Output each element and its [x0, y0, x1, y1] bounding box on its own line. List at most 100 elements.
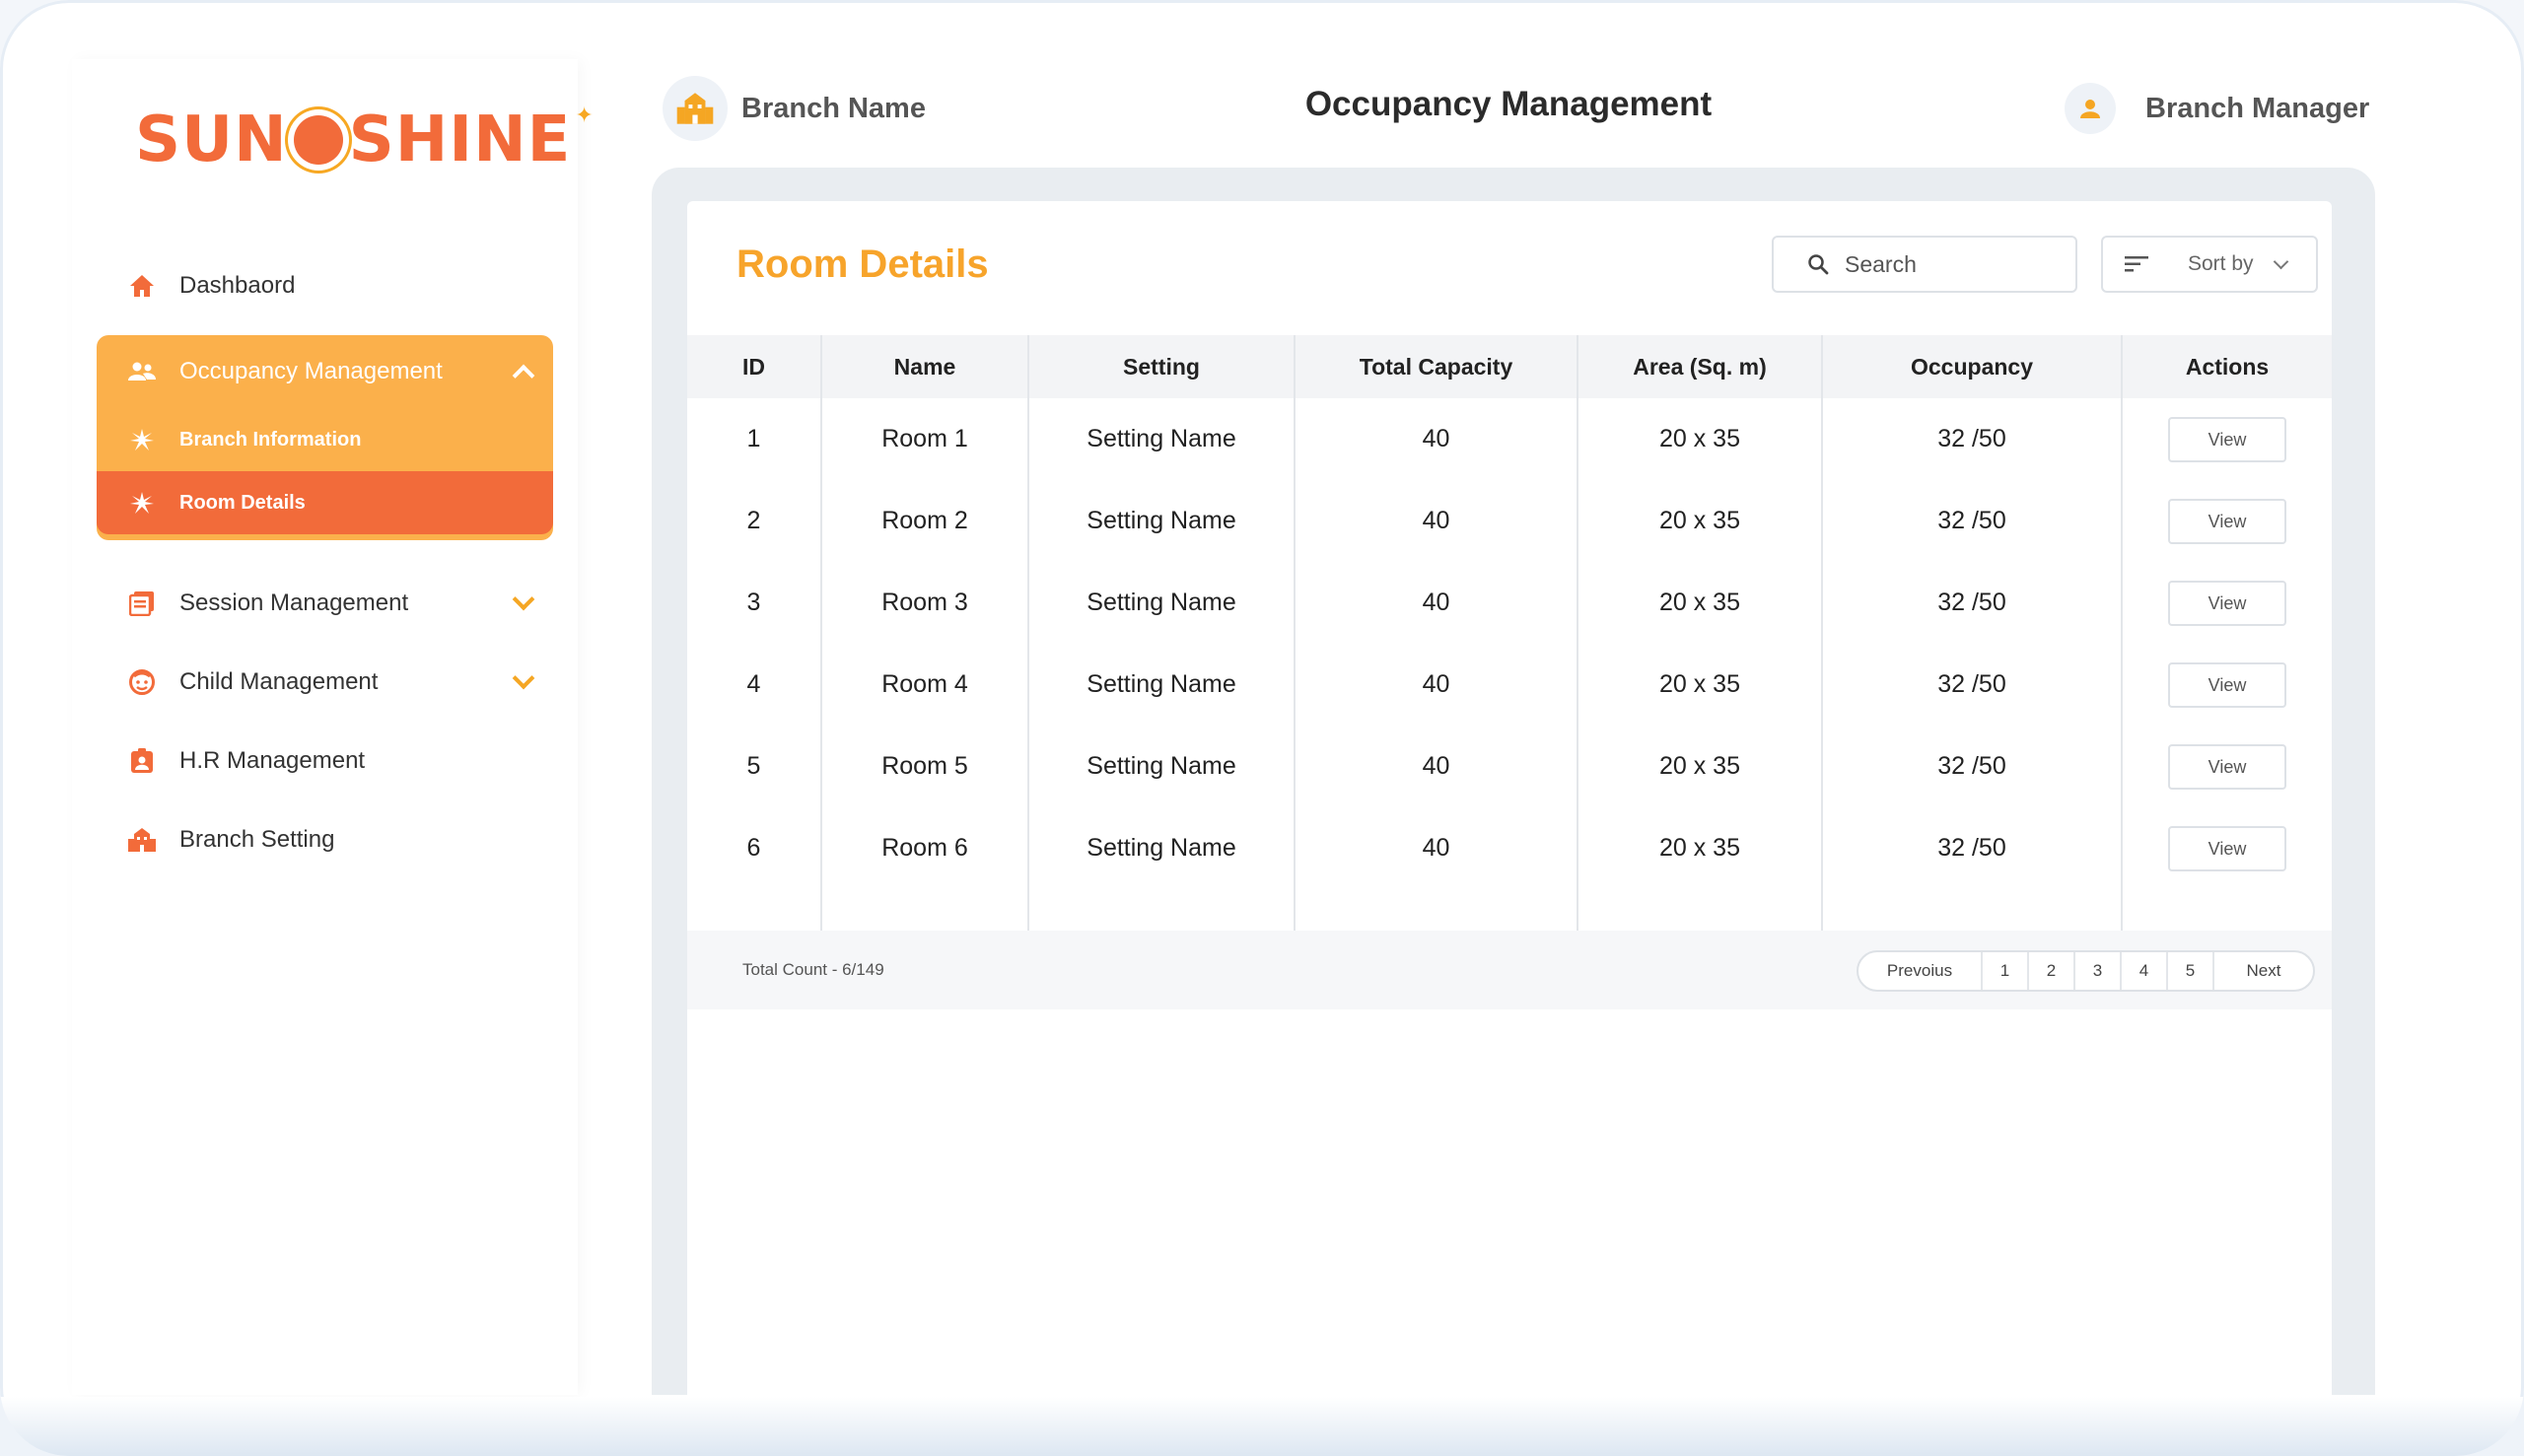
pagination-page-3[interactable]: 3: [2075, 952, 2122, 990]
sidebar-item-label: Session Management: [179, 589, 409, 616]
sidebar-item-session-management[interactable]: Session Management: [97, 564, 553, 643]
sunshine-logo: SUN SHINE ✦: [135, 104, 595, 176]
cell-capacity: 40: [1295, 562, 1578, 644]
cell-actions: View: [2122, 562, 2332, 644]
cell-capacity: 40: [1295, 807, 1578, 889]
people-icon: [128, 358, 156, 385]
cell-actions: View: [2122, 807, 2332, 889]
sidebar-subitem-room-details[interactable]: Room Details: [97, 471, 553, 534]
view-button[interactable]: View: [2168, 580, 2286, 626]
view-button[interactable]: View: [2168, 743, 2286, 790]
building-icon: [128, 826, 156, 854]
pagination-page-4[interactable]: 4: [2122, 952, 2168, 990]
sidebar-item-label: Dashbaord: [179, 272, 296, 299]
cell-area: 20 x 35: [1578, 480, 1823, 562]
cell-capacity: 40: [1295, 480, 1578, 562]
column-header-area[interactable]: Area (Sq. m): [1578, 335, 1823, 398]
total-count: Total Count - 6/149: [742, 960, 884, 979]
cell-area: 20 x 35: [1578, 644, 1823, 726]
user-role: Branch Manager: [2145, 92, 2370, 124]
user-menu[interactable]: Branch Manager: [2065, 83, 2369, 134]
logo-text-left: SUN: [135, 104, 288, 176]
sidebar-item-branch-setting[interactable]: Branch Setting: [97, 800, 553, 879]
sidebar-item-label: Occupancy Management: [179, 358, 443, 384]
cell-occupancy: 32 /50: [1822, 807, 2123, 889]
cell-capacity: 40: [1295, 644, 1578, 726]
cell-name: Room 2: [821, 480, 1029, 562]
sparkle-icon: [128, 489, 156, 517]
view-button[interactable]: View: [2168, 498, 2286, 544]
sidebar-item-hr-management[interactable]: H.R Management: [97, 722, 553, 800]
table-header-row: ID Name Setting Total Capacity Area (Sq.…: [687, 335, 2332, 398]
branch-selector[interactable]: Branch Name: [663, 76, 926, 141]
cell-id: 4: [687, 644, 822, 726]
page-title: Occupancy Management: [1304, 85, 1713, 123]
child-face-icon: [128, 668, 156, 696]
view-button[interactable]: View: [2168, 825, 2286, 871]
chevron-down-icon[interactable]: [494, 588, 553, 611]
pagination-page-5[interactable]: 5: [2168, 952, 2214, 990]
pagination: Prevoius 1 2 3 4 5 Next: [1857, 950, 2315, 992]
cell-id: 5: [687, 726, 822, 807]
table-row: 1 Room 1 Setting Name 40 20 x 35 32 /50 …: [687, 398, 2332, 480]
pagination-page-2[interactable]: 2: [2029, 952, 2075, 990]
sidebar-subitem-label: Branch Information: [179, 428, 362, 451]
cell-setting: Setting Name: [1028, 398, 1296, 480]
sun-icon: [293, 115, 343, 165]
view-button[interactable]: View: [2168, 661, 2286, 708]
cell-setting: Setting Name: [1028, 644, 1296, 726]
pagination-page-1[interactable]: 1: [1983, 952, 2029, 990]
search-input[interactable]: Search: [1772, 236, 2077, 293]
sparkle-icon: ✦: [575, 104, 595, 128]
sidebar-item-occupancy-management[interactable]: Occupancy Management: [97, 335, 553, 408]
sort-by-label: Sort by: [2188, 252, 2254, 275]
table-footer: Total Count - 6/149 Prevoius 1 2 3 4 5 N…: [687, 931, 2332, 1009]
table-row: 2 Room 2 Setting Name 40 20 x 35 32 /50 …: [687, 480, 2332, 562]
pagination-next[interactable]: Next: [2246, 961, 2281, 980]
column-header-name[interactable]: Name: [821, 335, 1029, 398]
cell-id: 2: [687, 480, 822, 562]
building-icon: [663, 76, 728, 141]
cell-setting: Setting Name: [1028, 807, 1296, 889]
sidebar-item-child-management[interactable]: Child Management: [97, 643, 553, 722]
cell-setting: Setting Name: [1028, 480, 1296, 562]
sidebar-subitem-label: Room Details: [179, 491, 306, 514]
column-header-total-capacity[interactable]: Total Capacity: [1295, 335, 1578, 398]
table-row: 6 Room 6 Setting Name 40 20 x 35 32 /50 …: [687, 807, 2332, 889]
sidebar-nav: Dashbaord Occupancy Management Branch In…: [97, 246, 553, 879]
table-row: 3 Room 3 Setting Name 40 20 x 35 32 /50 …: [687, 562, 2332, 644]
logo-row: SUN SHINE ✦: [121, 81, 594, 199]
rooms-table: ID Name Setting Total Capacity Area (Sq.…: [687, 335, 2332, 945]
chevron-down-icon: [2273, 253, 2288, 269]
sidebar-item-dashboard[interactable]: Dashbaord: [97, 246, 553, 325]
column-header-setting[interactable]: Setting: [1028, 335, 1296, 398]
cell-name: Room 6: [821, 807, 1029, 889]
chevron-down-icon[interactable]: [494, 666, 553, 690]
column-header-occupancy[interactable]: Occupancy: [1822, 335, 2123, 398]
table-row: 5 Room 5 Setting Name 40 20 x 35 32 /50 …: [687, 726, 2332, 807]
cell-id: 3: [687, 562, 822, 644]
cell-name: Room 3: [821, 562, 1029, 644]
home-icon: [128, 272, 156, 300]
cell-setting: Setting Name: [1028, 726, 1296, 807]
view-button[interactable]: View: [2168, 416, 2286, 462]
card-title: Room Details: [736, 243, 989, 286]
cell-area: 20 x 35: [1578, 807, 1823, 889]
cell-name: Room 4: [821, 644, 1029, 726]
cell-actions: View: [2122, 726, 2332, 807]
sort-by-dropdown[interactable]: Sort by: [2101, 236, 2318, 293]
cell-id: 6: [687, 807, 822, 889]
search-placeholder: Search: [1845, 250, 1917, 277]
cell-actions: View: [2122, 480, 2332, 562]
column-header-id[interactable]: ID: [687, 335, 822, 398]
sparkle-icon: [128, 426, 156, 453]
chevron-up-icon[interactable]: [494, 360, 553, 387]
sidebar-subitem-branch-information[interactable]: Branch Information: [97, 408, 553, 471]
pagination-previous[interactable]: Prevoius: [1858, 952, 1983, 990]
search-icon: [1807, 253, 1829, 275]
cell-setting: Setting Name: [1028, 562, 1296, 644]
user-avatar-icon: [2065, 83, 2116, 134]
cell-area: 20 x 35: [1578, 726, 1823, 807]
cell-name: Room 5: [821, 726, 1029, 807]
sidebar-item-label: H.R Management: [179, 747, 366, 774]
